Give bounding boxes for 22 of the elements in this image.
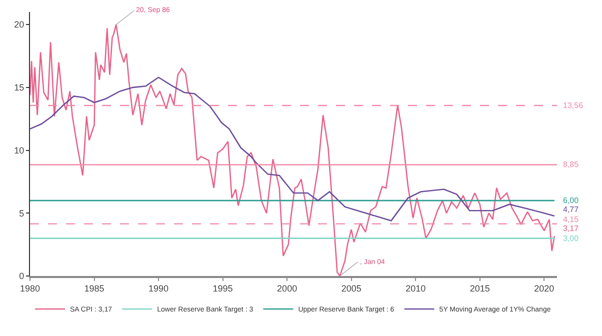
data-label: 3,17 (563, 224, 580, 233)
x-tick-label: 1980 (20, 284, 40, 294)
line-series (30, 76, 556, 222)
data-label: 6,00 (563, 196, 580, 205)
data-label: 3,00 (563, 234, 580, 243)
ref-line-label: 4,15 (563, 215, 580, 224)
y-tick-label: 15 (14, 82, 24, 93)
x-tick-label: 1985 (84, 284, 104, 294)
x-tick-label: 2020 (534, 284, 554, 294)
ref-line-label: 8,85 (563, 160, 580, 169)
y-tick-label: 10 (14, 145, 24, 156)
x-tick-label: 2000 (277, 284, 298, 294)
ref-line-label: 13,56 (563, 101, 584, 110)
x-tick-label: 2005 (341, 284, 362, 294)
x-tick-label: 1995 (212, 284, 233, 294)
y-tick-label: 0 (19, 271, 24, 282)
data-label: 4,77 (563, 205, 580, 214)
x-tick-label: 2015 (470, 284, 490, 294)
x-tick-label: 1990 (148, 284, 169, 294)
x-tick-label: 2010 (406, 284, 426, 294)
y-tick-label: 5 (19, 208, 24, 218)
y-tick-label: 20 (14, 20, 24, 30)
